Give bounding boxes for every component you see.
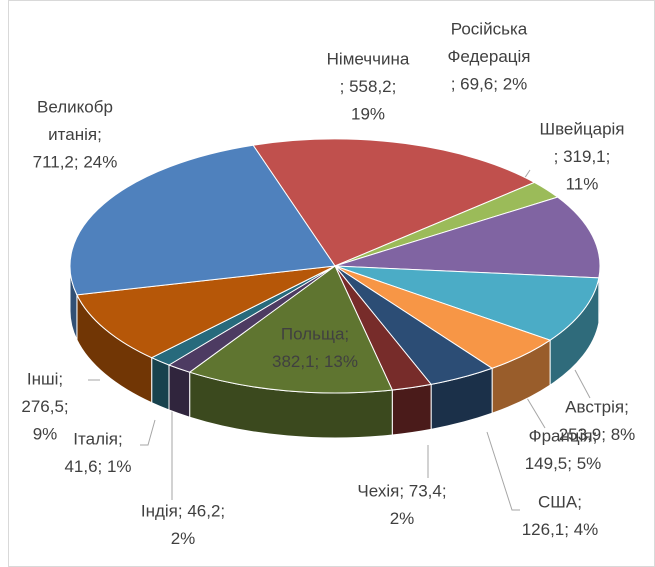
data-label-line: Чехія; 73,4;: [357, 481, 446, 500]
data-label-line: Франція;: [529, 426, 598, 445]
data-label-line: Інші;: [27, 369, 63, 388]
data-label: Чехія; 73,4; 2%: [357, 481, 446, 528]
data-label: Австрія; 253,9; 8%: [559, 397, 636, 444]
leader-line: [140, 419, 156, 446]
data-label: Індія; 46,2; 2%: [141, 501, 225, 548]
data-label-line: 276,5;: [21, 397, 68, 416]
data-label-line: 382,1; 13%: [272, 352, 358, 371]
data-label-line: Індія; 46,2;: [141, 501, 225, 520]
slice: [252, 138, 536, 267]
pie-top: [69, 138, 601, 394]
data-label-line: Федерація: [447, 47, 530, 66]
data-label: Польща; 382,1; 13%: [272, 324, 358, 371]
data-label-line: ; 319,1;: [554, 147, 611, 166]
data-label-line: Великобр: [37, 97, 113, 116]
data-label-line: 9%: [33, 424, 58, 443]
slice: [76, 265, 336, 359]
data-label-line: ; 69,6; 2%: [451, 74, 528, 93]
data-label-line: 2%: [390, 509, 415, 528]
data-label-line: 126,1; 4%: [522, 520, 599, 539]
leader-line: [486, 431, 520, 511]
leader-line: [526, 397, 546, 429]
leader-line: [574, 369, 591, 399]
data-label-line: Австрія;: [565, 397, 629, 416]
data-label: США; 126,1; 4%: [522, 492, 599, 539]
slice: [334, 196, 601, 279]
data-label-line: 11%: [566, 174, 599, 193]
slice: [69, 144, 336, 296]
data-label-line: Німеччина: [327, 49, 410, 68]
pie-sides: [69, 265, 601, 439]
slice: [188, 265, 394, 394]
data-label: Італія; 41,6; 1%: [64, 429, 131, 476]
data-label-line: Швейцарія: [540, 119, 625, 138]
data-label: Великобр итанія; 711,2; 24%: [33, 97, 118, 171]
data-label-line: ; 558,2;: [340, 77, 397, 96]
slice: [334, 265, 600, 341]
data-label: Німеччина ; 558,2; 19%: [327, 49, 410, 123]
data-label-line: 149,5; 5%: [525, 454, 602, 473]
slice-side: [391, 383, 432, 436]
data-label-line: Російська: [451, 19, 528, 38]
data-label-line: 41,6; 1%: [64, 457, 131, 476]
data-label-line: Польща;: [281, 324, 349, 343]
data-label-line: США;: [538, 492, 582, 511]
data-label: Російська Федерація ; 69,6; 2%: [447, 19, 530, 93]
data-label: Швейцарія ; 319,1; 11%: [540, 119, 625, 193]
slice-side: [151, 356, 170, 411]
data-label-line: Італія;: [73, 429, 122, 448]
data-label-line: 711,2; 24%: [33, 152, 118, 171]
slice-side: [168, 364, 191, 418]
data-label: Франція; 149,5; 5%: [525, 426, 602, 473]
data-label-line: 253,9; 8%: [559, 425, 636, 444]
data-label-line: 2%: [171, 529, 196, 548]
data-label-line: 19%: [351, 104, 385, 123]
data-label: Інші; 276,5; 9%: [21, 369, 68, 443]
data-label-line: итанія;: [48, 125, 102, 144]
